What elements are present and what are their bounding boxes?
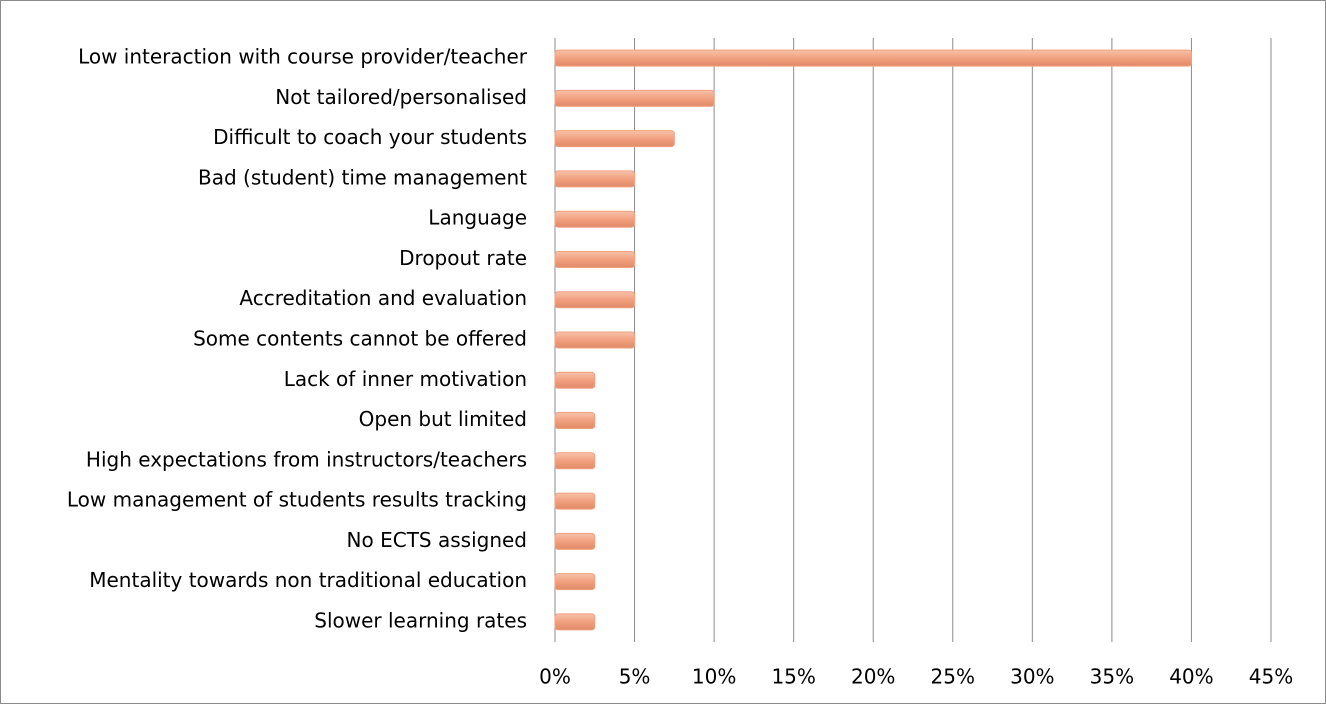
y-tick-label: Open but limited — [359, 407, 527, 431]
bar — [554, 49, 1192, 67]
bar — [554, 291, 636, 309]
bar — [554, 130, 675, 148]
y-tick-label: Dropout rate — [399, 246, 527, 270]
bar — [554, 492, 596, 510]
x-tick-label: 45% — [1249, 665, 1293, 689]
x-tick-label: 25% — [931, 665, 975, 689]
bar — [554, 613, 596, 631]
y-tick-label: High expectations from instructors/teach… — [86, 447, 527, 471]
x-tick-label: 10% — [692, 665, 736, 689]
x-tick-label: 5% — [619, 665, 651, 689]
y-tick-label: Difficult to coach your students — [213, 125, 527, 149]
x-tick-label: 0% — [539, 665, 571, 689]
y-tick-label: Some contents cannot be offered — [193, 327, 527, 351]
y-tick-label: Mentality towards non traditional educat… — [89, 568, 527, 592]
bar — [554, 250, 636, 268]
x-tick-label: 30% — [1010, 665, 1054, 689]
y-tick-label: Lack of inner motivation — [284, 367, 527, 391]
x-tick-label: 35% — [1090, 665, 1134, 689]
y-tick-label: Low interaction with course provider/tea… — [78, 45, 528, 69]
bar — [554, 170, 636, 188]
y-tick-label: Not tailored/personalised — [275, 85, 527, 109]
bar — [554, 412, 596, 430]
x-tick-label: 15% — [771, 665, 815, 689]
x-tick-label: 40% — [1169, 665, 1213, 689]
y-tick-label: No ECTS assigned — [347, 528, 527, 552]
bar — [554, 210, 636, 228]
bar — [554, 89, 715, 107]
y-tick-label: Bad (student) time management — [198, 165, 527, 189]
bar — [554, 371, 596, 389]
y-tick-label: Slower learning rates — [314, 608, 527, 632]
bar — [554, 532, 596, 550]
y-tick-label: Accreditation and evaluation — [239, 286, 527, 310]
bar — [554, 331, 636, 349]
bar — [554, 573, 596, 591]
bar — [554, 452, 596, 470]
x-tick-label: 20% — [851, 665, 895, 689]
y-tick-label: Language — [428, 206, 527, 230]
y-tick-label: Low management of students results track… — [67, 488, 527, 512]
